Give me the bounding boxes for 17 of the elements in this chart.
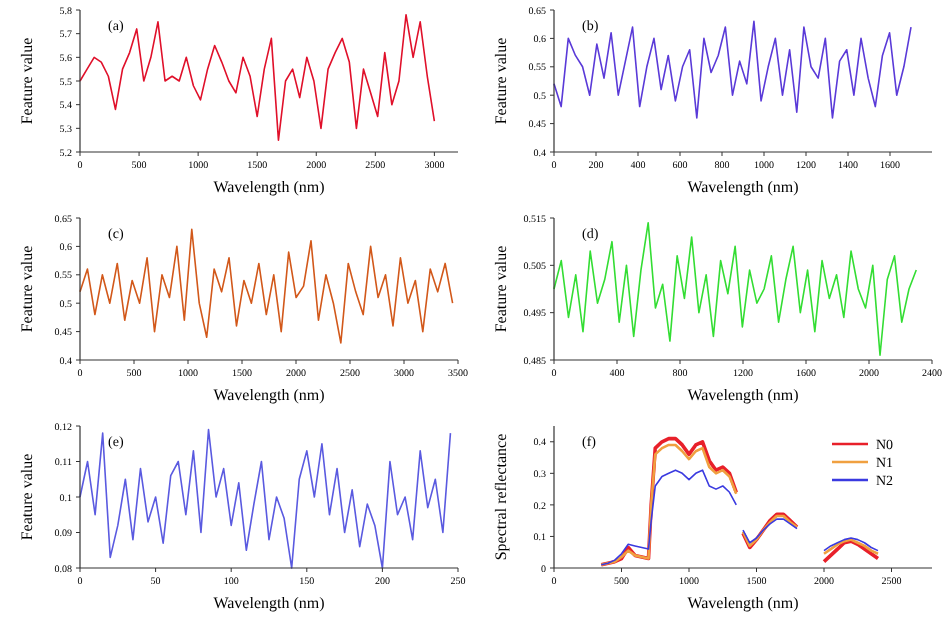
y-axis-title: Feature value bbox=[18, 244, 36, 333]
line-series bbox=[79, 13, 436, 141]
line-series bbox=[79, 228, 454, 344]
y-axis-title: Spectral reflectance bbox=[492, 432, 510, 561]
y-axis-title: Feature value bbox=[18, 36, 36, 125]
line-series bbox=[79, 428, 452, 569]
x-axis-title: Wavelength (nm) bbox=[687, 386, 800, 404]
x-axis-title: Wavelength (nm) bbox=[687, 594, 800, 612]
y-axis-title: Feature value bbox=[492, 36, 510, 125]
x-axis-title: Wavelength (nm) bbox=[687, 178, 800, 196]
x-axis-title: Wavelength (nm) bbox=[213, 386, 326, 404]
x-axis-title: Wavelength (nm) bbox=[213, 594, 326, 612]
y-axis-title: Feature value bbox=[18, 452, 36, 541]
line-series bbox=[553, 20, 912, 119]
line-series bbox=[553, 221, 918, 357]
y-axis-title: Feature value bbox=[492, 244, 510, 333]
x-axis-title: Wavelength (nm) bbox=[213, 178, 326, 196]
